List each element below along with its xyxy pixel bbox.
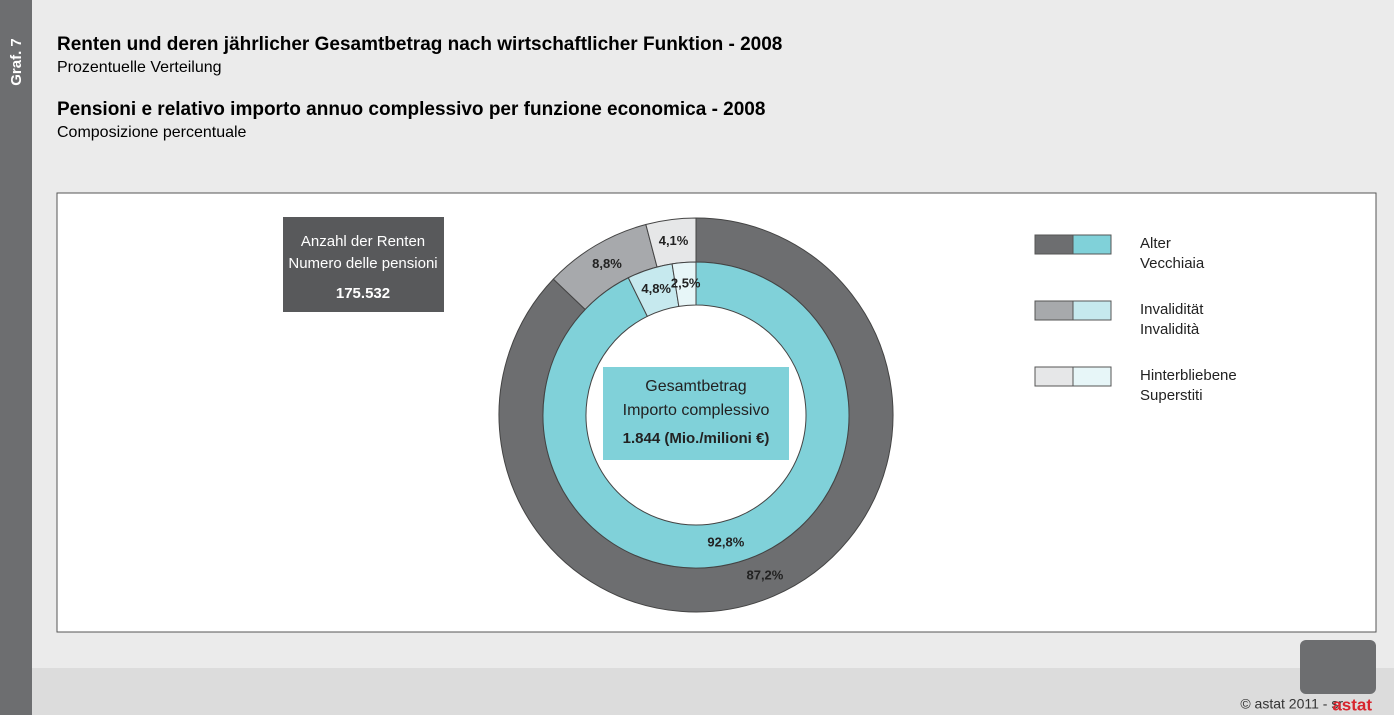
legend-swatch: [1072, 366, 1112, 387]
legend-label: Invalidität: [1140, 301, 1204, 318]
ring-name: Numero delle pensioni: [288, 255, 437, 272]
title: Renten und deren jährlicher Gesamtbetrag…: [57, 34, 782, 55]
legend-label: Vecchiaia: [1140, 255, 1205, 272]
legend-swatch: [1072, 300, 1112, 321]
plot: 87,2% 8,8% 4,1% 92,8% 4,8% 2,5% Anzahl der Ren…: [283, 217, 1237, 613]
legend-swatch: [1072, 234, 1112, 255]
ring-info-box: [603, 367, 789, 460]
ring-total: 175.532: [336, 285, 390, 302]
value-label: 4,1%: [659, 233, 689, 248]
value-label: 87,2%: [746, 567, 783, 582]
legend-label: Alter: [1140, 235, 1171, 252]
subtitle: Composizione percentuale: [57, 124, 247, 141]
donut-slice: [542, 261, 850, 569]
footer-bar: [32, 668, 1394, 715]
graph-label: Graf. 7: [8, 38, 25, 86]
ring-info-box: [283, 217, 444, 312]
legend-swatch: [1034, 300, 1074, 321]
value-label: 4,8%: [641, 281, 671, 296]
ring-name: Anzahl der Renten: [301, 233, 425, 250]
value-label: 2,5%: [671, 275, 701, 290]
ring-total: 1.844 (Mio./milioni €): [623, 430, 770, 447]
logo-text: astat: [1332, 695, 1372, 714]
subtitle: Prozentuelle Verteilung: [57, 59, 222, 76]
logo-map: [1300, 640, 1376, 694]
legend-label: Hinterbliebene: [1140, 367, 1237, 384]
footer-text: © astat 2011 - sr: [1240, 696, 1343, 712]
title: Pensioni e relativo importo annuo comple…: [57, 99, 765, 120]
legend-swatch: [1034, 234, 1074, 255]
value-label: 8,8%: [592, 256, 622, 271]
side-strip: [0, 0, 32, 715]
value-label: 92,8%: [707, 535, 744, 550]
ring-name: Gesamtbetrag: [645, 378, 746, 395]
legend-swatch: [1034, 366, 1074, 387]
ring-name: Importo complessivo: [623, 402, 770, 419]
legend-label: Superstiti: [1140, 387, 1203, 404]
legend-label: Invalidità: [1140, 321, 1200, 338]
donut-slice: [671, 261, 697, 307]
